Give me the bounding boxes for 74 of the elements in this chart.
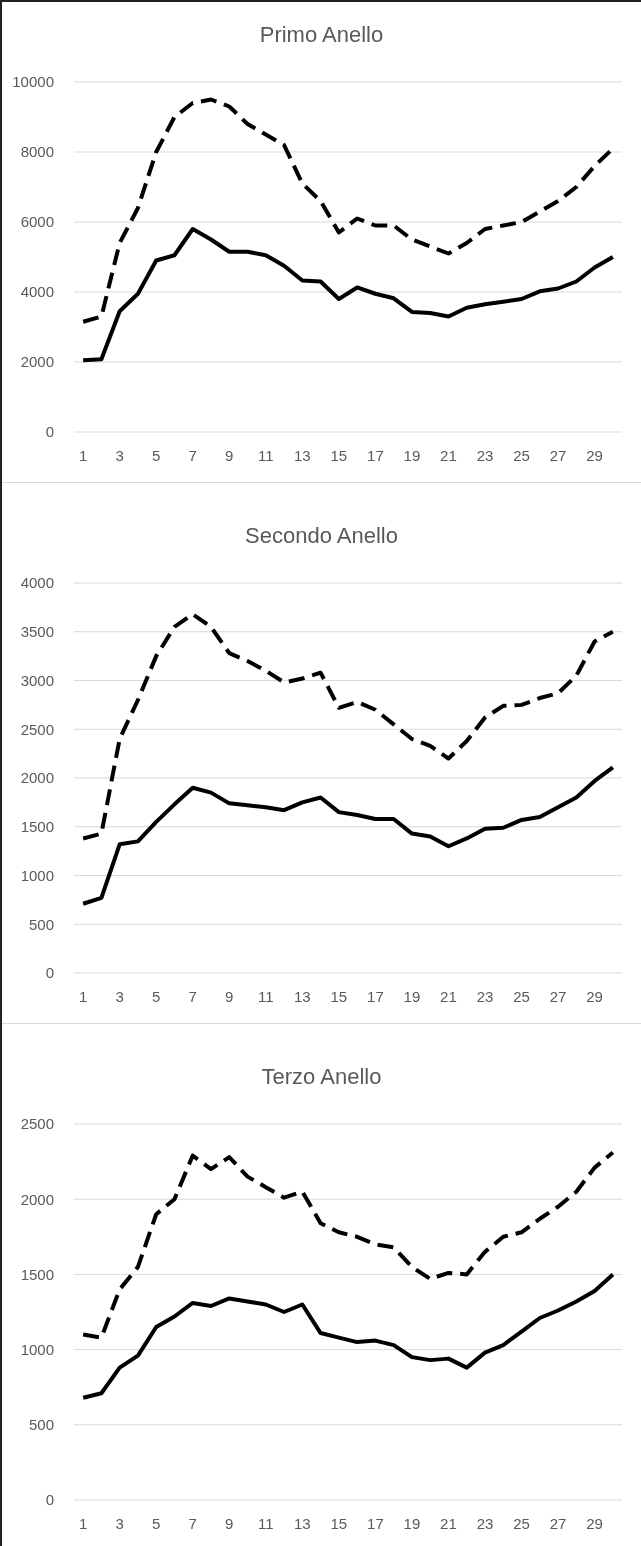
chart-title: Primo Anello (258, 22, 385, 49)
x-tick-label: 21 (440, 446, 457, 464)
line-series (81, 1150, 615, 1340)
y-tick-label: 1500 (20, 1265, 54, 1283)
x-tick-label: 1 (78, 1514, 88, 1532)
x-tick-label: 15 (330, 987, 348, 1005)
y-tick-label: 10000 (12, 73, 54, 91)
x-tick-label: 19 (403, 446, 421, 464)
x-tick-label: 1 (78, 987, 88, 1005)
y-tick-label: 4000 (20, 283, 54, 301)
y-tick-label: 1500 (20, 818, 54, 836)
x-tick-label: 11 (258, 446, 274, 464)
x-tick-label: 13 (293, 1514, 311, 1532)
x-tick-label: 21 (440, 1514, 457, 1532)
y-tick-label: 6000 (20, 213, 54, 231)
x-tick-label: 17 (367, 446, 384, 464)
y-tick-label: 0 (45, 1491, 54, 1509)
x-tick-label: 3 (115, 446, 124, 464)
x-tick-label: 5 (152, 446, 161, 464)
x-tick-label: 27 (549, 1514, 567, 1532)
line-series (81, 1272, 615, 1400)
x-tick-label: 9 (225, 987, 234, 1005)
y-tick-label: 1000 (20, 1340, 54, 1358)
y-tick-label: 8000 (20, 143, 54, 161)
x-tick-label: 19 (403, 987, 421, 1005)
x-tick-label: 25 (513, 446, 530, 464)
x-tick-label: 17 (367, 987, 384, 1005)
x-tick-label: 13 (293, 987, 311, 1005)
x-tick-label: 7 (188, 1514, 197, 1532)
x-tick-label: 7 (188, 987, 197, 1005)
x-tick-label: 27 (549, 987, 567, 1005)
x-tick-label: 27 (549, 446, 567, 464)
x-tick-label: 15 (330, 1514, 348, 1532)
line-series (81, 227, 615, 363)
chart-title: Terzo Anello (260, 1064, 383, 1091)
y-tick-label: 2500 (20, 720, 54, 738)
x-tick-label: 5 (152, 987, 161, 1005)
y-tick-label: 0 (45, 423, 54, 441)
x-tick-label: 21 (440, 987, 457, 1005)
x-tick-label: 7 (188, 446, 197, 464)
x-tick-label: 19 (403, 1514, 421, 1532)
x-tick-label: 1 (78, 446, 88, 464)
x-tick-label: 25 (513, 987, 530, 1005)
y-tick-label: 500 (28, 915, 54, 933)
x-tick-label: 11 (258, 987, 274, 1005)
x-tick-label: 5 (152, 1514, 161, 1532)
x-tick-label: 25 (513, 1514, 530, 1532)
x-tick-label: 23 (476, 987, 494, 1005)
x-tick-label: 3 (115, 1514, 124, 1532)
y-tick-label: 2000 (20, 353, 54, 371)
x-tick-label: 29 (586, 987, 603, 1005)
y-tick-label: 2000 (20, 1190, 54, 1208)
y-tick-label: 3500 (20, 623, 54, 641)
y-tick-label: 4000 (20, 574, 54, 592)
x-tick-label: 23 (476, 1514, 494, 1532)
chart-title: Secondo Anello (244, 523, 399, 550)
x-tick-label: 29 (586, 1514, 603, 1532)
y-tick-label: 2500 (20, 1115, 54, 1133)
x-tick-label: 15 (330, 446, 348, 464)
y-tick-label: 1000 (20, 866, 54, 884)
y-tick-label: 0 (45, 964, 54, 982)
x-tick-label: 9 (225, 446, 234, 464)
x-tick-label: 29 (586, 446, 603, 464)
y-tick-label: 3000 (20, 671, 54, 689)
line-series (81, 765, 615, 906)
x-tick-label: 23 (476, 446, 494, 464)
y-tick-label: 500 (28, 1416, 54, 1434)
line-series (81, 612, 615, 841)
x-tick-label: 11 (258, 1514, 274, 1532)
x-tick-label: 3 (115, 987, 124, 1005)
x-tick-label: 9 (225, 1514, 234, 1532)
x-tick-label: 13 (293, 446, 311, 464)
y-tick-label: 2000 (20, 769, 54, 787)
x-tick-label: 17 (367, 1514, 384, 1532)
